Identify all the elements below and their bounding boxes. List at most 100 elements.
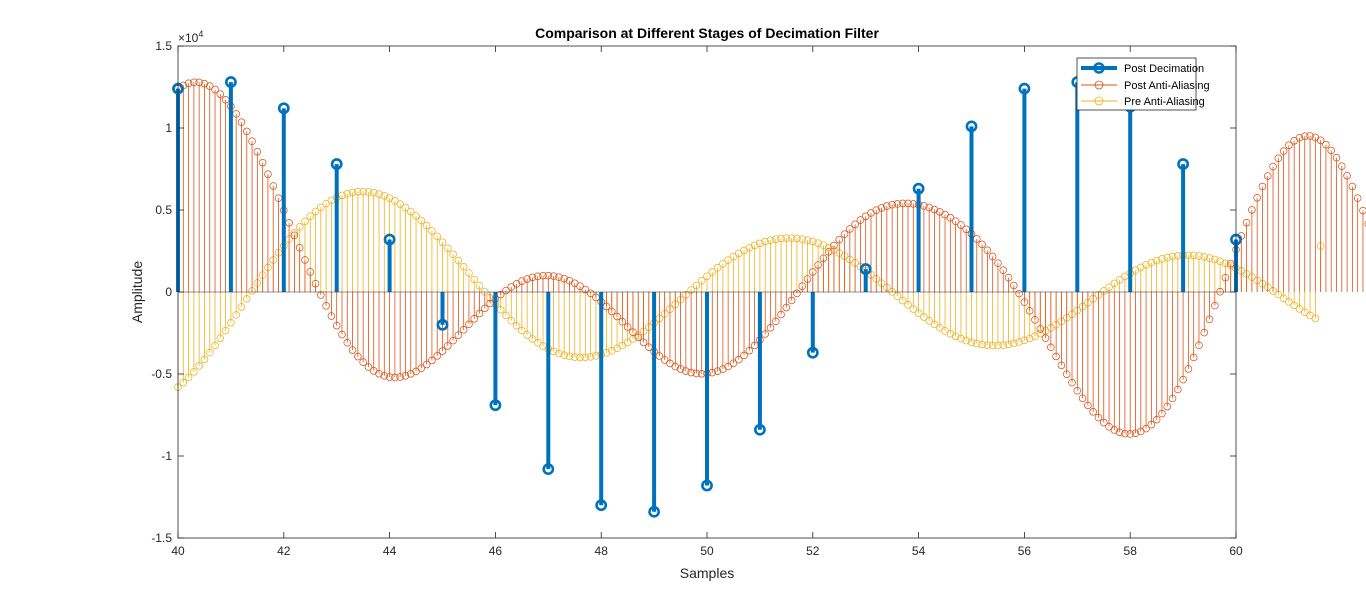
marker-post-anti-aliasing-38 [375,370,383,378]
marker-pre-anti-aliasing-195 [1205,254,1214,262]
marker-pre-anti-aliasing-149 [962,336,970,345]
marker-post-anti-aliasing-58 [481,304,489,313]
marker-post-anti-aliasing-198 [1221,273,1230,282]
marker-post-decimation-16 [1018,82,1031,95]
marker-post-anti-aliasing-186 [1158,409,1166,418]
marker-post-anti-aliasing-159 [1015,289,1023,298]
marker-post-anti-aliasing-3 [190,78,198,87]
y-tick-label-2: -0.5 [151,367,172,381]
marker-pre-anti-aliasing-151 [973,339,981,348]
marker-pre-anti-aliasing-160 [1020,336,1029,345]
marker-post-anti-aliasing-94 [671,362,680,371]
marker-post-anti-aliasing-55 [465,320,473,329]
marker-pre-anti-aliasing-154 [988,341,997,350]
marker-post-anti-aliasing-115 [782,303,791,312]
marker-pre-anti-aliasing-52 [449,250,457,259]
marker-post-anti-aliasing-41 [391,373,399,382]
marker-post-anti-aliasing-127 [846,225,854,233]
marker-post-anti-aliasing-210 [1285,141,1293,150]
marker-post-anti-aliasing-120 [809,268,817,276]
marker-post-anti-aliasing-202 [1242,218,1251,227]
marker-post-anti-aliasing-152 [978,240,986,249]
marker-post-anti-aliasing-52 [449,336,457,345]
marker-pre-anti-aliasing-85 [623,338,632,347]
marker-post-decimation-14 [912,182,925,195]
marker-pre-anti-aliasing-155 [994,341,1002,350]
y-tick-label-4: 0.5 [155,203,172,217]
marker-pre-anti-aliasing-177 [1110,279,1119,288]
marker-post-anti-aliasing-27 [317,291,325,299]
x-tick-label-5: 50 [700,544,714,558]
marker-post-anti-aliasing-62 [502,286,510,295]
x-axis-label: Samples [680,565,734,581]
marker-post-anti-aliasing-77 [581,285,590,294]
marker-post-anti-aliasing-118 [798,282,806,290]
marker-pre-anti-aliasing-46 [417,216,426,225]
marker-post-anti-aliasing-44 [406,370,415,378]
marker-post-anti-aliasing-220 [1338,162,1346,170]
x-tick-label-3: 46 [489,544,503,558]
marker-pre-anti-aliasing-209 [1279,294,1288,303]
marker-post-anti-aliasing-76 [576,282,584,290]
x-tick-label-10: 60 [1229,544,1243,558]
marker-post-anti-aliasing-50 [438,347,447,355]
marker-post-anti-aliasing-72 [555,273,563,281]
marker-pre-anti-aliasing-67 [528,335,537,343]
marker-post-anti-aliasing-128 [851,220,859,229]
marker-post-anti-aliasing-12 [237,118,246,126]
marker-post-anti-aliasing-102 [713,367,722,375]
chart-title: Comparison at Different Stages of Decima… [535,25,879,41]
marker-post-anti-aliasing-98 [692,369,701,378]
marker-post-anti-aliasing-188 [1168,394,1177,403]
marker-post-anti-aliasing-83 [613,312,621,321]
x-tick-label-8: 56 [1018,544,1032,558]
marker-pre-anti-aliasing-78 [586,353,595,361]
marker-post-anti-aliasing-130 [861,212,870,221]
marker-post-decimation-12 [806,346,819,359]
marker-post-anti-aliasing-17 [264,170,272,178]
marker-post-anti-aliasing-203 [1248,206,1256,214]
marker-post-anti-aliasing-69 [539,271,547,280]
marker-pre-anti-aliasing-142 [925,317,933,325]
marker-post-anti-aliasing-8 [216,90,225,98]
legend-label-post-anti-aliasing: Post Anti-Aliasing [1124,80,1210,92]
marker-pre-anti-aliasing-65 [518,326,526,335]
marker-pre-anti-aliasing-113 [771,235,780,243]
marker-post-anti-aliasing-54 [459,325,468,334]
marker-pre-anti-aliasing-36 [364,188,373,196]
marker-post-anti-aliasing-33 [348,346,357,354]
marker-pre-anti-aliasing-27 [317,203,325,212]
marker-pre-anti-aliasing-49 [433,232,441,241]
marker-post-anti-aliasing-171 [1078,394,1087,403]
marker-pre-anti-aliasing-109 [750,241,759,250]
y-exponent-power: 4 [198,29,203,39]
marker-post-anti-aliasing-126 [840,230,849,238]
marker-post-anti-aliasing-25 [306,268,315,276]
marker-post-anti-aliasing-187 [1163,402,1172,411]
marker-post-anti-aliasing-97 [687,368,695,377]
marker-post-anti-aliasing-29 [327,312,336,320]
marker-pre-anti-aliasing-99 [697,276,706,285]
marker-pre-anti-aliasing-74 [565,352,574,361]
marker-pre-anti-aliasing-62 [502,311,510,320]
marker-post-anti-aliasing-92 [660,356,669,364]
marker-pre-anti-aliasing-212 [1295,305,1304,313]
marker-post-anti-aliasing-134 [883,202,891,210]
marker-post-anti-aliasing-218 [1327,146,1335,155]
marker-post-anti-aliasing-153 [983,246,992,254]
marker-post-decimation-10 [701,479,713,492]
marker-post-anti-aliasing-192 [1189,353,1198,362]
marker-post-anti-aliasing-136 [893,200,902,208]
marker-post-anti-aliasing-15 [253,147,262,156]
marker-post-anti-aliasing-156 [999,266,1008,274]
marker-post-anti-aliasing-216 [1316,136,1325,145]
marker-pre-anti-aliasing-32 [343,189,352,198]
legend-label-post-decimation: Post Decimation [1124,63,1204,75]
y-exponent-base: ×10 [178,31,199,45]
y-axis-label: Amplitude [129,261,145,323]
marker-pre-anti-aliasing-6 [205,348,214,357]
marker-pre-anti-aliasing-57 [475,281,484,290]
x-tick-label-2: 44 [383,544,397,558]
marker-pre-anti-aliasing-115 [782,234,791,242]
marker-pre-anti-aliasing-157 [1004,340,1013,349]
